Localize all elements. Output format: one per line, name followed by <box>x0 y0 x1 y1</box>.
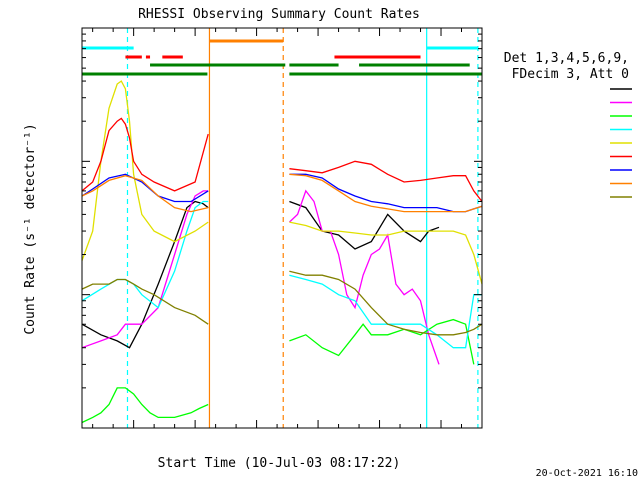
series-lines <box>81 80 483 424</box>
chart-title: RHESSI Observing Summary Count Rates <box>138 7 420 22</box>
y-axis-label: Count Rate (s⁻¹ detector⁻¹) <box>23 123 38 334</box>
state-bars <box>82 39 482 76</box>
series-line-2-seg-1 <box>289 318 475 365</box>
series-line-0-seg-0 <box>81 200 209 349</box>
axes <box>81 27 483 429</box>
series-line-0-seg-1 <box>289 200 440 250</box>
plot-frame <box>81 27 483 429</box>
series-line-5-seg-0 <box>81 117 209 192</box>
series-line-8-seg-0 <box>81 278 209 325</box>
series-line-7-seg-1 <box>289 173 483 213</box>
series-line-4-seg-1 <box>289 221 483 285</box>
series-line-1-seg-1 <box>288 189 440 365</box>
legend-header-line-2: FDecim 3, Att 0 <box>512 67 629 82</box>
series-line-5-seg-1 <box>289 160 483 202</box>
series-line-4-seg-0 <box>81 80 209 261</box>
series-line-3-seg-1 <box>289 274 482 349</box>
series-line-8-seg-1 <box>289 270 483 336</box>
series-line-7-seg-0 <box>81 175 209 213</box>
event-lines <box>126 28 479 428</box>
series-line-6-seg-0 <box>81 173 209 203</box>
x-axis-label: Start Time (10-Jul-03 08:17:22) <box>158 456 401 471</box>
series-line-2-seg-0 <box>81 387 209 424</box>
legend-header-line-1: Det 1,3,4,5,6,9, <box>504 51 629 66</box>
timestamp: 20-Oct-2021 16:10 <box>536 468 638 479</box>
legend: Det 1,3,4,5,6,9, FDecim 3, Att 0 <box>504 51 632 198</box>
